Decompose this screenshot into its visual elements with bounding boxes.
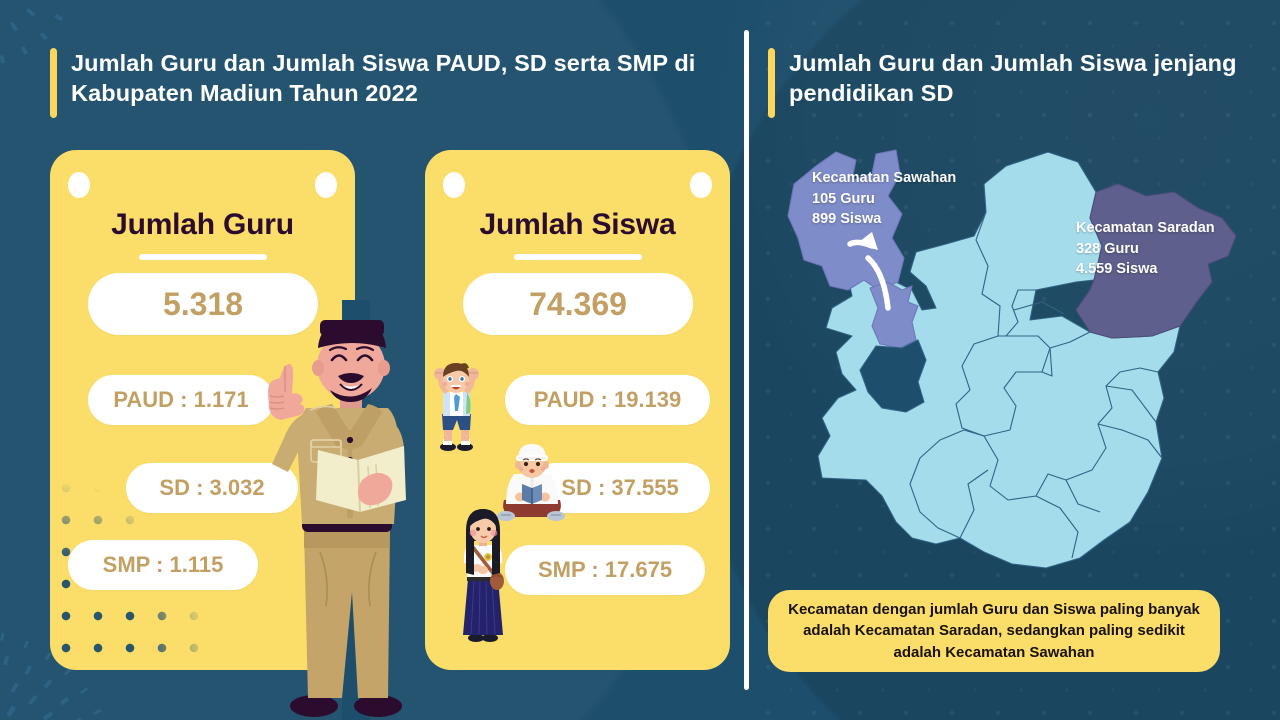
guru-total-pill: 5.318 xyxy=(88,273,318,335)
card-siswa-underline xyxy=(513,254,642,260)
saradan-siswa: 4.559 Siswa xyxy=(1076,261,1158,278)
map-label-sawahan: Kecamatan Sawahan 105 Guru 899 Siswa xyxy=(812,168,956,230)
map-label-saradan: Kecamatan Saradan 328 Guru 4.559 Siswa xyxy=(1076,218,1215,280)
sawahan-siswa: 899 Siswa xyxy=(812,211,882,228)
student-boy-illustration xyxy=(434,363,479,451)
student-reading-illustration xyxy=(497,444,565,521)
map-caption-box: Kecamatan dengan jumlah Guru dan Siswa p… xyxy=(768,590,1220,672)
card-hole-right-icon xyxy=(315,172,337,198)
left-panel-title: Jumlah Guru dan Jumlah Siswa PAUD, SD se… xyxy=(50,48,711,120)
card-hole-left-icon xyxy=(68,172,90,198)
teacher-illustration xyxy=(268,300,406,720)
left-title-text: Jumlah Guru dan Jumlah Siswa PAUD, SD se… xyxy=(71,50,696,107)
map-district-base xyxy=(817,151,1181,569)
map-district-saradan xyxy=(1075,183,1237,339)
student-girl-illustration xyxy=(463,509,504,642)
card-jumlah-guru: Jumlah Guru 5.318 PAUD : 1.171 SD : 3.03… xyxy=(50,150,355,670)
guru-paud-pill: PAUD : 1.171 xyxy=(88,375,274,425)
title-accent-bar-left xyxy=(50,48,57,118)
guru-sd-pill: SD : 3.032 xyxy=(126,463,298,513)
vertical-divider xyxy=(744,30,749,690)
card-hole-left-icon xyxy=(443,172,465,198)
card-hole-right-icon xyxy=(690,172,712,198)
right-panel-title: Jumlah Guru dan Jumlah Siswa jenjang pen… xyxy=(768,48,1249,120)
saradan-guru: 328 Guru xyxy=(1076,240,1139,257)
card-guru-heading: Jumlah Guru xyxy=(111,208,294,241)
map-arrow xyxy=(847,232,891,311)
map-district-sawahan xyxy=(787,149,905,291)
map-caption-text: Kecamatan dengan jumlah Guru dan Siswa p… xyxy=(788,601,1200,661)
guru-smp-pill: SMP : 1.115 xyxy=(68,540,258,590)
siswa-smp-pill: SMP : 17.675 xyxy=(505,545,705,595)
card-guru-underline xyxy=(138,254,267,260)
map-district-sawahan-enclave xyxy=(869,281,919,349)
title-accent-bar-right xyxy=(768,48,775,118)
siswa-total-pill: 74.369 xyxy=(463,273,693,335)
saradan-name: Kecamatan Saradan xyxy=(1076,220,1215,236)
map-kabupaten-madiun: Kecamatan Sawahan 105 Guru 899 Siswa Kec… xyxy=(760,140,1260,580)
siswa-paud-pill: PAUD : 19.139 xyxy=(505,375,710,425)
siswa-sd-pill: SD : 37.555 xyxy=(530,463,710,513)
map-svg xyxy=(787,149,1237,569)
sawahan-guru: 105 Guru xyxy=(812,190,875,207)
right-title-text: Jumlah Guru dan Jumlah Siswa jenjang pen… xyxy=(789,50,1237,107)
map-district-dark xyxy=(859,339,927,413)
card-siswa-heading: Jumlah Siswa xyxy=(479,208,676,241)
sawahan-name: Kecamatan Sawahan xyxy=(812,170,957,186)
card-jumlah-siswa: Jumlah Siswa 74.369 PAUD : 19.139 SD : 3… xyxy=(425,150,730,670)
